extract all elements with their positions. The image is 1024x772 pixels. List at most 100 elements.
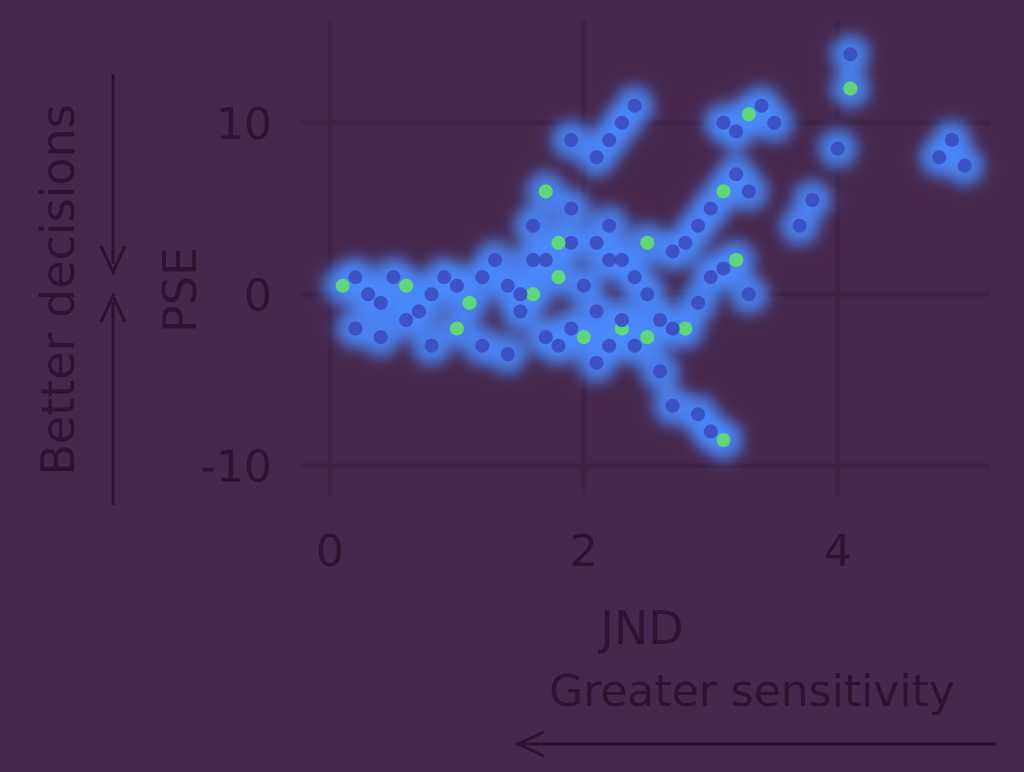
data-point xyxy=(462,295,477,310)
data-point xyxy=(538,253,553,267)
data-point xyxy=(526,287,541,302)
data-point xyxy=(564,133,579,147)
data-point xyxy=(830,141,845,156)
y-arrow-down xyxy=(99,74,127,276)
data-point xyxy=(754,98,769,113)
data-point xyxy=(335,278,350,293)
data-point xyxy=(602,133,617,147)
data-point xyxy=(932,150,947,165)
y-tick-label: 0 xyxy=(244,270,272,321)
data-point xyxy=(602,218,617,233)
data-point xyxy=(627,98,642,113)
data-point xyxy=(488,253,502,267)
data-point xyxy=(729,167,744,182)
data-point xyxy=(361,287,376,302)
tick-labels: 0 2 4 10 0 -10 xyxy=(200,99,852,577)
data-point xyxy=(691,218,706,233)
data-point xyxy=(564,321,579,336)
data-point xyxy=(576,278,591,293)
data-point xyxy=(944,133,959,147)
data-point xyxy=(957,158,972,173)
data-point xyxy=(665,321,680,336)
data-point xyxy=(424,338,439,353)
data-point xyxy=(386,270,401,285)
data-point xyxy=(373,330,388,345)
data-point xyxy=(665,398,680,413)
data-point xyxy=(614,313,629,327)
data-point xyxy=(589,150,604,165)
data-point xyxy=(437,270,452,285)
data-point xyxy=(348,321,363,336)
data-point xyxy=(716,433,731,447)
x-tick-label: 4 xyxy=(824,526,852,577)
data-point xyxy=(741,184,756,199)
data-point xyxy=(348,270,363,285)
data-point xyxy=(551,235,566,250)
data-point xyxy=(538,330,553,345)
data-point xyxy=(538,184,553,199)
data-point xyxy=(805,193,820,207)
data-point xyxy=(614,253,629,267)
data-point xyxy=(691,295,706,310)
data-point xyxy=(843,81,858,96)
data-point xyxy=(589,355,604,370)
y-tick-label: 10 xyxy=(216,99,272,150)
data-point xyxy=(602,338,617,353)
data-point xyxy=(665,244,680,259)
data-point xyxy=(767,115,782,130)
data-point xyxy=(640,287,655,302)
data-point xyxy=(678,235,693,250)
data-point xyxy=(589,235,604,250)
data-point xyxy=(640,235,655,250)
data-point xyxy=(411,304,426,319)
data-point xyxy=(627,270,642,285)
data-point xyxy=(399,313,414,327)
data-point xyxy=(449,321,464,336)
data-point xyxy=(653,364,667,379)
data-point xyxy=(526,218,541,233)
data-point xyxy=(513,287,528,302)
data-point xyxy=(500,278,515,293)
data-point xyxy=(564,235,579,250)
x-arrow-left xyxy=(514,730,996,758)
y-axis-label: PSE xyxy=(153,247,207,333)
data-point xyxy=(602,253,617,267)
data-point xyxy=(678,321,693,336)
data-point xyxy=(729,124,744,139)
x-axis-label: JND xyxy=(597,601,683,655)
data-point xyxy=(741,287,756,302)
data-point xyxy=(703,424,718,439)
data-point xyxy=(627,338,642,353)
data-point xyxy=(703,270,718,285)
data-point xyxy=(640,330,655,345)
y-arrow-up xyxy=(99,292,127,505)
x-tick-label: 2 xyxy=(570,526,598,577)
data-points xyxy=(335,47,972,447)
data-point xyxy=(691,407,706,422)
data-point xyxy=(564,201,579,216)
data-point xyxy=(716,261,731,276)
data-point xyxy=(716,184,731,199)
data-point xyxy=(399,278,414,293)
data-point xyxy=(475,338,490,353)
x-annotation-label: Greater sensitivity xyxy=(549,666,955,717)
data-point xyxy=(513,304,528,319)
y-tick-label: -10 xyxy=(200,442,272,493)
data-point xyxy=(475,270,490,285)
density-glow xyxy=(322,34,985,460)
data-point xyxy=(526,253,541,267)
data-point xyxy=(373,295,388,310)
data-point xyxy=(589,304,604,319)
data-point xyxy=(576,330,591,345)
data-point xyxy=(843,47,858,62)
data-point xyxy=(792,218,807,233)
data-point xyxy=(551,338,566,353)
x-tick-label: 0 xyxy=(316,526,344,577)
data-point xyxy=(729,253,744,267)
data-point xyxy=(449,278,464,293)
data-point xyxy=(653,313,667,327)
data-point xyxy=(424,287,439,302)
data-point xyxy=(741,107,756,122)
